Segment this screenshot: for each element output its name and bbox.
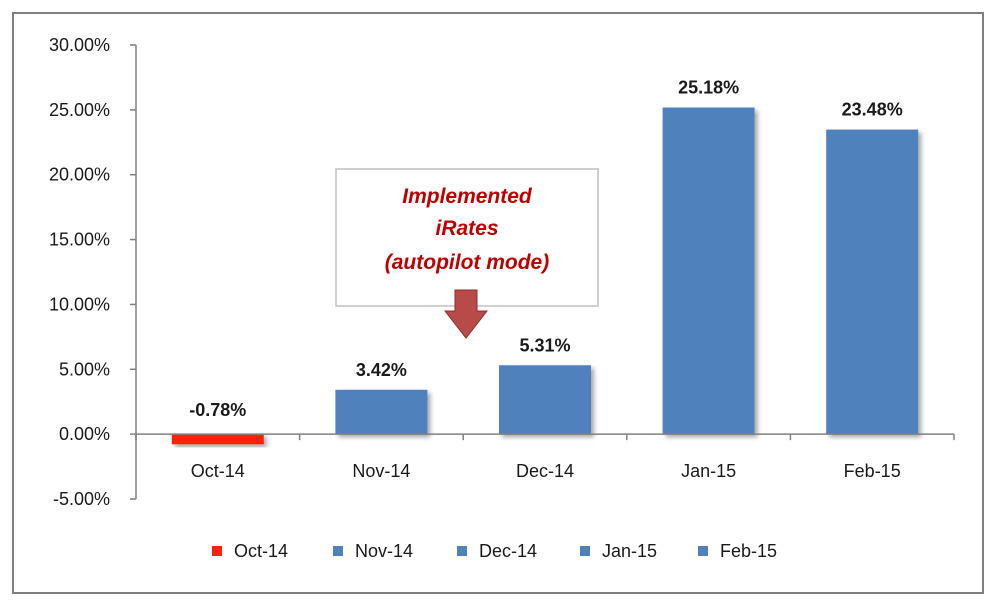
legend-label: Jan-15: [602, 541, 657, 561]
data-label: 3.42%: [356, 360, 407, 380]
x-axis: Oct-14 Nov-14 Dec-14 Jan-15 Feb-15: [135, 433, 955, 481]
data-labels: -0.78% 3.42% 5.31% 25.18% 23.48%: [189, 78, 902, 421]
y-tick-label: 20.00%: [49, 165, 110, 185]
y-tick-label: 0.00%: [59, 424, 110, 444]
bar-oct-14: [171, 434, 264, 445]
legend-label: Nov-14: [355, 541, 413, 561]
annotation-line-3: (autopilot mode): [385, 251, 549, 274]
annotation-callout: Implemented iRates (autopilot mode): [335, 168, 599, 339]
bar-nov-14: [335, 389, 428, 435]
legend-swatch: [580, 546, 590, 556]
annotation-line-1: Implemented: [402, 185, 533, 208]
y-tick-label: 15.00%: [49, 230, 110, 250]
annotation-box: [335, 168, 599, 307]
x-tick-label: Oct-14: [191, 461, 245, 481]
y-tick-label: 30.00%: [49, 35, 110, 55]
data-label: 23.48%: [842, 100, 903, 120]
bar-dec-14: [499, 365, 591, 435]
data-label: 5.31%: [519, 335, 570, 355]
annotation-line-2: iRates: [435, 217, 498, 240]
down-arrow-icon: [443, 289, 489, 339]
y-tick-label: -5.00%: [53, 489, 110, 509]
bar-feb-15: [826, 129, 919, 435]
legend-swatch: [212, 546, 222, 556]
y-axis: 30.00% 25.00% 20.00% 15.00% 10.00% 5.00% 0.00%…: [49, 35, 137, 509]
legend-swatch: [457, 546, 467, 556]
y-tick-label: 25.00%: [49, 100, 110, 120]
x-tick-label: Nov-14: [352, 461, 410, 481]
legend-label: Dec-14: [479, 541, 537, 561]
x-tick-label: Dec-14: [516, 461, 574, 481]
y-tick-label: 5.00%: [59, 359, 110, 379]
bar-jan-15: [662, 107, 755, 435]
y-tick-label: 10.00%: [49, 294, 110, 314]
x-tick-label: Feb-15: [844, 461, 901, 481]
legend-label: Feb-15: [720, 541, 777, 561]
x-tick-label: Jan-15: [681, 461, 736, 481]
data-label: 25.18%: [678, 78, 739, 98]
data-label: -0.78%: [189, 400, 246, 420]
legend-swatch: [333, 546, 343, 556]
legend-label: Oct-14: [234, 541, 288, 561]
bars: [171, 107, 919, 445]
legend-swatch: [698, 546, 708, 556]
legend: Oct-14 Nov-14 Dec-14 Jan-15 Feb-15: [212, 541, 777, 561]
